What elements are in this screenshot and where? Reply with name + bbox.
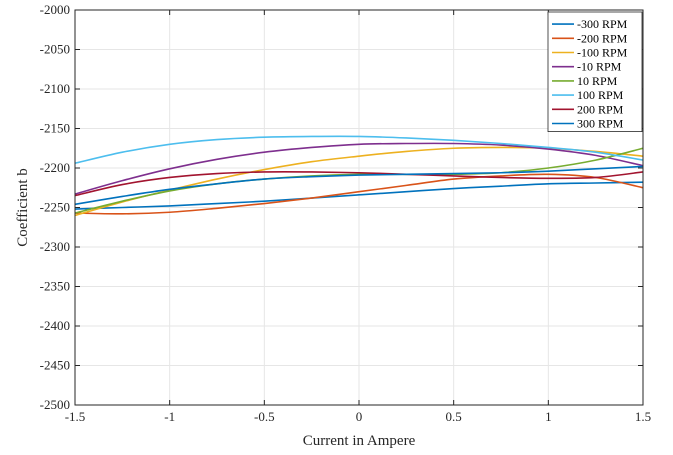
legend-label-5: 100 RPM [577, 88, 624, 102]
legend-label-0: -300 RPM [577, 17, 628, 31]
series-line-6 [74, 171, 644, 197]
series-line-3 [74, 142, 644, 195]
y-tick-label: -2150 [40, 121, 70, 136]
legend-box [547, 11, 643, 132]
x-tick-label: 1.5 [635, 409, 651, 424]
x-tick-label: -1.5 [65, 409, 86, 424]
legend-label-1: -200 RPM [577, 31, 628, 45]
series-line-0 [74, 181, 644, 210]
x-tick-label: 1 [545, 409, 552, 424]
x-axis-ticks: -1.5 -1 -0.5 0 0.5 1 1.5 [65, 10, 651, 424]
y-tick-label: -2500 [40, 397, 70, 412]
y-axis-label: Coefficient b [15, 168, 31, 246]
series-line-1 [74, 173, 644, 215]
y-tick-label: -2400 [40, 318, 70, 333]
y-tick-label: -2200 [40, 160, 70, 175]
legend-label-3: -10 RPM [577, 60, 622, 74]
y-tick-label: -2300 [40, 239, 70, 254]
x-tick-label: 0.5 [446, 409, 462, 424]
y-tick-label: -2450 [40, 358, 70, 373]
x-tick-label: 0 [356, 409, 363, 424]
legend-label-6: 200 RPM [577, 102, 624, 116]
y-axis-ticks: -2000 -2050 -2100 -2150 -2200 -2250 -2300 -2350… [40, 2, 643, 412]
y-tick-label: -2050 [40, 42, 70, 57]
x-axis-label: Current in Ampere [303, 433, 416, 449]
legend-label-7: 300 RPM [577, 117, 624, 131]
y-tick-label: -2250 [40, 200, 70, 215]
series-lines [74, 135, 644, 217]
y-tick-label: -2100 [40, 81, 70, 96]
series-line-5 [74, 135, 644, 165]
legend-label-4: 10 RPM [577, 74, 618, 88]
x-tick-label: -1 [164, 409, 175, 424]
legend-label-2: -100 RPM [577, 46, 628, 60]
series-line-7 [74, 165, 644, 206]
y-tick-label: -2000 [40, 2, 70, 17]
x-tick-label: -0.5 [254, 409, 275, 424]
y-tick-label: -2350 [40, 279, 70, 294]
